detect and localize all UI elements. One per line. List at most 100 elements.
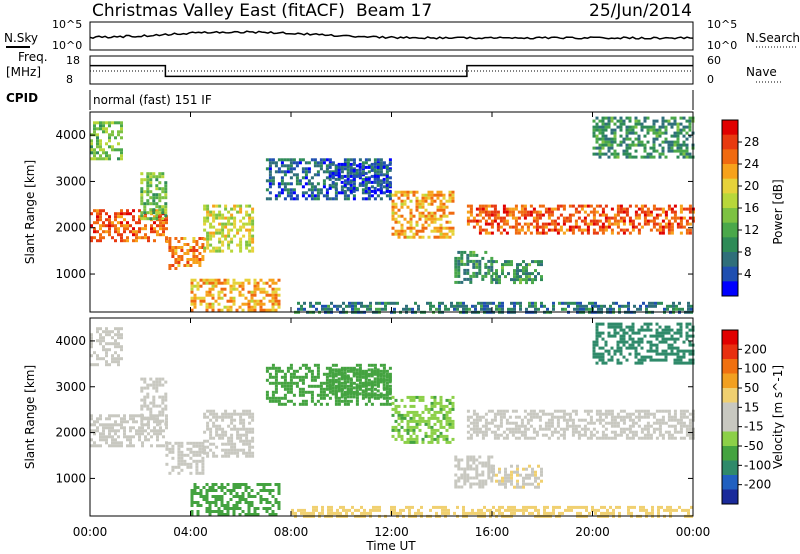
velocity-echo-cell xyxy=(655,436,659,440)
velocity-echo-cell xyxy=(685,349,689,353)
power-echo-cell xyxy=(517,216,521,220)
power-echo-cell xyxy=(209,234,213,238)
power-echo-cell xyxy=(616,210,620,214)
power-echo-cell xyxy=(321,304,324,308)
velocity-echo-cell xyxy=(165,441,169,445)
velocity-echo-cell xyxy=(150,435,153,439)
power-echo-cell xyxy=(334,191,338,195)
velocity-echo-cell xyxy=(388,372,392,376)
power-echo-cell xyxy=(168,243,172,246)
velocity-echo-cell xyxy=(161,407,165,411)
power-echo-cell xyxy=(146,190,150,194)
velocity-echo-cell xyxy=(427,407,431,411)
velocity-echo-cell xyxy=(637,337,641,341)
velocity-echo-cell xyxy=(147,432,150,436)
velocity-echo-cell xyxy=(457,461,461,465)
velocity-echo-cell xyxy=(573,505,576,509)
velocity-echo-cell xyxy=(117,333,120,337)
power-echo-cell xyxy=(230,240,234,244)
velocity-echo-cell xyxy=(245,451,249,455)
velocity-echo-cell xyxy=(555,505,558,509)
velocity-echo-cell xyxy=(378,505,381,509)
power-echo-cell xyxy=(298,161,302,165)
velocity-echo-cell xyxy=(478,461,482,465)
power-echo-cell xyxy=(352,185,356,189)
velocity-echo-cell xyxy=(622,421,626,425)
power-echo-cell xyxy=(313,185,317,189)
power-echo-cell xyxy=(218,216,222,220)
power-echo-cell xyxy=(203,222,207,226)
velocity-echo-cell xyxy=(164,422,168,426)
power-echo-cell xyxy=(622,219,626,223)
velocity-echo-cell xyxy=(289,390,293,394)
power-echo-cell xyxy=(328,177,332,181)
velocity-echo-cell xyxy=(230,442,234,446)
power-echo-cell xyxy=(171,264,175,267)
velocity-echo-cell xyxy=(364,383,368,387)
velocity-echo-cell xyxy=(513,511,516,515)
power-echo-cell xyxy=(385,189,389,193)
power-echo-cell xyxy=(598,137,602,141)
power-echo-cell xyxy=(540,263,543,267)
velocity-echo-cell xyxy=(313,402,317,406)
velocity-echo-cell xyxy=(490,421,494,425)
power-echo-cell xyxy=(652,131,656,135)
velocity-echo-cell xyxy=(528,505,531,509)
power-echo-cell xyxy=(598,131,602,135)
velocity-echo-cell xyxy=(685,337,689,341)
velocity-echo-cell xyxy=(598,418,602,422)
velocity-echo-cell xyxy=(517,415,521,419)
power-echo-cell xyxy=(394,229,398,233)
velocity-echo-cell xyxy=(499,433,503,437)
power-echo-cell xyxy=(535,228,539,232)
power-echo-cell xyxy=(475,253,479,257)
power-echo-cell xyxy=(424,220,428,224)
velocity-echo-cell xyxy=(646,421,650,425)
velocity-echo-cell xyxy=(319,402,323,406)
power-echo-cell xyxy=(214,299,218,303)
power-echo-cell xyxy=(667,143,671,147)
velocity-echo-cell xyxy=(409,404,413,408)
velocity-echo-cell xyxy=(433,404,437,408)
velocity-echo-cell xyxy=(340,387,344,391)
power-echo-cell xyxy=(651,304,654,308)
velocity-echo-cell xyxy=(193,489,197,492)
power-echo-cell xyxy=(627,301,630,305)
power-echo-cell xyxy=(325,197,329,201)
power-echo-cell xyxy=(604,216,608,220)
power-echo-cell xyxy=(307,170,311,174)
velocity-echo-cell xyxy=(640,358,644,362)
velocity-echo-cell xyxy=(306,511,309,515)
power-echo-cell xyxy=(534,307,537,311)
velocity-echo-cell xyxy=(613,421,617,425)
velocity-echo-cell xyxy=(117,429,120,433)
power-echo-cell xyxy=(328,162,332,166)
velocity-echo-cell xyxy=(517,427,521,431)
velocity-echo-cell xyxy=(415,413,419,417)
power-echo-cell xyxy=(498,301,501,305)
power-echo-cell xyxy=(322,194,326,198)
velocity-echo-cell xyxy=(454,473,458,477)
power-echo-cell xyxy=(376,180,380,184)
velocity-echo-cell xyxy=(322,396,326,400)
power-echo-cell xyxy=(102,209,105,213)
power-echo-cell xyxy=(580,228,584,232)
power-echo-cell xyxy=(588,307,591,311)
power-echo-cell xyxy=(586,225,590,229)
velocity-echo-cell xyxy=(367,368,371,372)
power-echo-cell xyxy=(409,217,413,221)
power-echo-cell xyxy=(251,249,255,253)
velocity-echo-cell xyxy=(435,505,438,509)
power-echo-cell xyxy=(206,210,210,214)
power-echo-cell xyxy=(96,215,99,219)
power-echo-cell xyxy=(280,182,284,186)
power-echo-cell xyxy=(376,188,380,192)
power-echo-cell xyxy=(140,217,144,221)
velocity-echo-cell xyxy=(505,418,509,422)
power-echo-cell xyxy=(666,307,669,311)
velocity-echo-cell xyxy=(251,415,255,419)
power-echo-cell xyxy=(646,125,650,129)
velocity-echo-cell xyxy=(522,505,525,509)
power-echo-cell xyxy=(493,219,497,223)
velocity-echo-cell xyxy=(241,492,245,495)
